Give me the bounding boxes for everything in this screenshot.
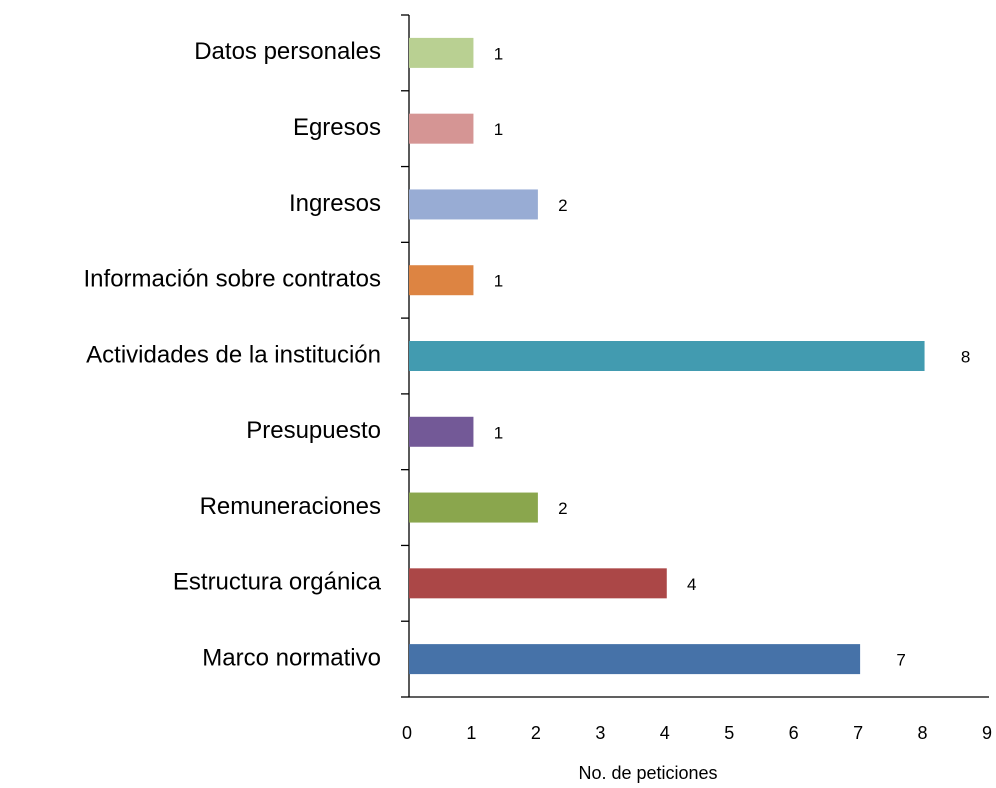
y-tick-label: Egresos <box>293 114 381 141</box>
bar <box>409 492 538 523</box>
y-tick-label: Datos personales <box>194 38 381 65</box>
bar <box>409 189 538 220</box>
y-tick-label: Información sobre contratos <box>84 266 381 293</box>
x-tick-label: 0 <box>402 723 412 743</box>
x-tick-label: 2 <box>531 723 541 743</box>
bar <box>409 341 925 371</box>
x-tick-label: 8 <box>918 723 928 743</box>
x-tick-label: 1 <box>466 723 476 743</box>
x-tick-label: 5 <box>724 723 734 743</box>
bar <box>409 568 667 599</box>
bar <box>409 37 474 68</box>
value-label: 2 <box>558 196 567 215</box>
x-tick-label: 7 <box>853 723 863 743</box>
value-label: 7 <box>896 651 905 670</box>
x-axis-label: No. de peticiones <box>578 763 717 783</box>
y-tick-label: Presupuesto <box>246 417 381 444</box>
x-tick-label: 4 <box>660 723 670 743</box>
y-tick-label: Actividades de la institución <box>86 341 381 368</box>
value-label: 2 <box>558 499 567 518</box>
bar <box>409 644 861 675</box>
y-tick-label: Estructura orgánica <box>173 569 382 596</box>
value-label: 1 <box>494 120 503 139</box>
value-label: 1 <box>494 272 503 291</box>
x-tick-label: 9 <box>982 723 992 743</box>
value-label: 1 <box>494 44 503 63</box>
bar <box>409 265 474 296</box>
x-tick-label: 6 <box>789 723 799 743</box>
y-tick-label: Marco normativo <box>202 644 381 671</box>
y-tick-label: Remuneraciones <box>200 493 381 520</box>
x-tick-label: 3 <box>595 723 605 743</box>
value-label: 4 <box>687 575 696 594</box>
value-label: 8 <box>961 347 970 366</box>
bar <box>409 113 474 144</box>
bar <box>409 416 474 447</box>
y-tick-label: Ingresos <box>289 190 381 217</box>
value-label: 1 <box>494 423 503 442</box>
